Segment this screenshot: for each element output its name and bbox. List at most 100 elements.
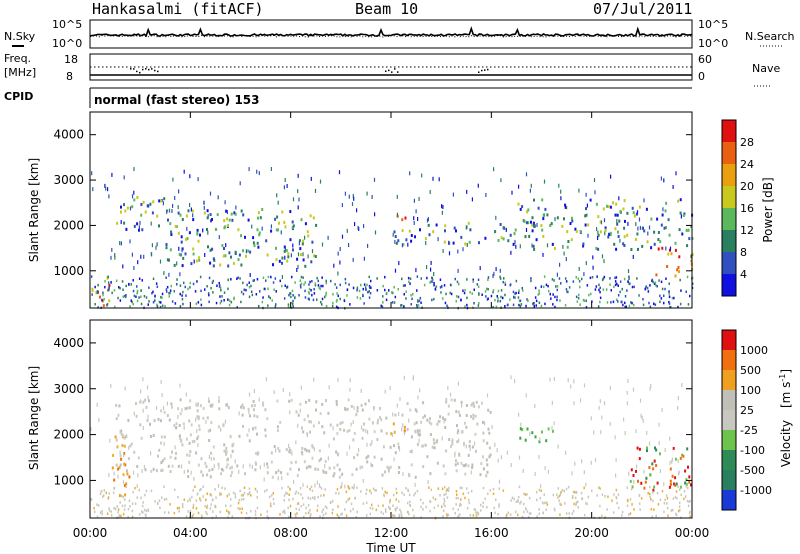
echo-cell xyxy=(659,498,662,501)
echo-cell xyxy=(619,290,621,294)
echo-cell xyxy=(443,497,445,501)
echo-cell xyxy=(277,228,279,232)
echo-cell xyxy=(471,197,473,202)
echo-cell xyxy=(189,286,191,289)
echo-cell xyxy=(460,430,463,434)
echo-cell xyxy=(173,511,176,515)
echo-cell xyxy=(188,406,191,410)
echo-cell xyxy=(525,304,527,308)
echo-cell xyxy=(415,268,417,273)
echo-cell xyxy=(606,301,609,304)
echo-cell xyxy=(664,287,666,291)
echo-cell xyxy=(639,508,641,511)
echo-cell xyxy=(416,489,419,493)
echo-cell xyxy=(248,428,250,433)
echo-cell xyxy=(220,472,222,476)
echo-cell xyxy=(135,414,138,418)
echo-cell xyxy=(162,201,164,206)
power-ylabel: Slant Range [km] xyxy=(27,158,41,262)
echo-cell xyxy=(401,218,404,222)
echo-cell xyxy=(436,422,439,426)
echo-cell xyxy=(202,495,204,498)
echo-cell xyxy=(311,249,314,254)
echo-cell xyxy=(414,429,417,433)
echo-cell xyxy=(548,289,550,293)
echo-cell xyxy=(305,449,308,453)
echo-cell xyxy=(270,504,272,508)
echo-cell xyxy=(199,233,201,237)
echo-cell xyxy=(526,510,529,513)
echo-cell xyxy=(382,295,384,298)
echo-cell xyxy=(387,469,390,473)
echo-cell xyxy=(157,454,159,458)
echo-cell xyxy=(582,242,585,246)
echo-cell xyxy=(688,475,691,479)
echo-cell xyxy=(311,240,314,244)
echo-cell xyxy=(580,491,583,495)
echo-cell xyxy=(362,287,364,291)
echo-cell xyxy=(396,506,398,509)
echo-cell xyxy=(243,486,246,489)
echo-cell xyxy=(210,456,212,461)
echo-cell xyxy=(101,512,103,516)
echo-cell xyxy=(533,223,535,228)
echo-cell xyxy=(469,228,472,232)
echo-cell xyxy=(431,298,433,302)
echo-cell xyxy=(430,422,433,426)
echo-cell xyxy=(469,446,471,451)
echo-cell xyxy=(129,305,131,308)
echo-cell xyxy=(307,496,309,500)
echo-cell xyxy=(178,189,180,194)
echo-cell xyxy=(599,296,602,300)
echo-cell xyxy=(474,432,477,436)
echo-cell xyxy=(271,475,274,479)
echo-cell xyxy=(442,249,444,253)
echo-cell xyxy=(292,224,295,228)
echo-cell xyxy=(497,297,499,300)
echo-cell xyxy=(332,293,334,296)
echo-cell xyxy=(333,472,336,476)
echo-cell xyxy=(564,203,567,207)
echo-cell xyxy=(311,293,313,297)
echo-cell xyxy=(236,464,239,468)
echo-cell xyxy=(619,238,621,243)
echo-cell xyxy=(358,448,360,452)
colorbar-tick-label: 1000 xyxy=(740,344,768,357)
echo-cell xyxy=(320,284,322,288)
echo-cell xyxy=(626,401,628,406)
echo-cell xyxy=(493,506,495,510)
echo-cell xyxy=(363,302,365,305)
echo-cell xyxy=(120,241,122,246)
echo-cell xyxy=(201,514,203,517)
echo-cell xyxy=(160,409,163,413)
echo-cell xyxy=(283,499,285,502)
echo-cell xyxy=(320,494,322,497)
echo-cell xyxy=(403,375,405,380)
echo-cell xyxy=(190,207,192,212)
echo-cell xyxy=(519,436,522,440)
echo-cell xyxy=(523,219,526,223)
echo-cell xyxy=(658,422,660,427)
echo-cell xyxy=(128,475,131,479)
echo-cell xyxy=(446,496,449,499)
echo-cell xyxy=(534,403,536,408)
colorbar-swatch xyxy=(722,208,736,231)
echo-cell xyxy=(322,470,325,474)
echo-cell xyxy=(229,504,232,508)
echo-cell xyxy=(634,237,637,241)
echo-cell xyxy=(560,282,562,285)
echo-cell xyxy=(388,505,390,509)
echo-cell xyxy=(458,453,461,457)
echo-cell xyxy=(111,466,114,470)
echo-cell xyxy=(682,454,685,458)
freq-blip xyxy=(142,68,144,71)
echo-cell xyxy=(105,186,107,191)
echo-cell xyxy=(678,505,681,508)
echo-cell xyxy=(336,423,339,427)
echo-cell xyxy=(611,499,613,502)
echo-cell xyxy=(410,435,413,439)
freq-blip xyxy=(388,69,390,72)
colorbar-swatch xyxy=(722,120,736,143)
echo-cell xyxy=(132,289,135,293)
